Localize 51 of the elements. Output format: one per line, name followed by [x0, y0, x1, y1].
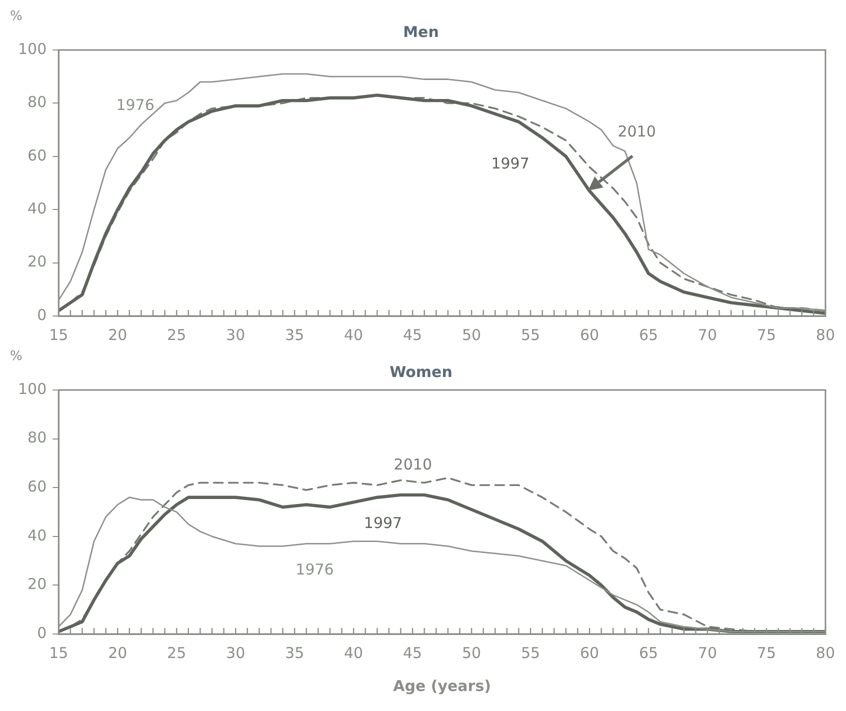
y-axis-title: % [10, 8, 22, 24]
y-tick-label: 60 [28, 477, 47, 496]
x-tick-label: 20 [108, 644, 128, 662]
x-tick-label: 75 [756, 326, 776, 344]
x-tick-label: 45 [403, 644, 422, 662]
x-tick-label: 65 [638, 326, 658, 344]
y-tick-label: 100 [18, 40, 47, 58]
x-tick-label: 70 [698, 326, 718, 344]
y-tick-label: 100 [18, 380, 47, 398]
y-tick-label: 0 [37, 306, 47, 324]
x-tick-label: 45 [403, 326, 422, 344]
y-tick-label: 80 [28, 428, 47, 447]
x-tick-label: 25 [167, 644, 186, 662]
x-tick-label: 55 [520, 644, 540, 662]
chart-title: Men [403, 22, 439, 41]
x-tick-label: 75 [756, 644, 776, 662]
x-tick-label: 60 [580, 326, 600, 344]
x-tick-label: 15 [49, 326, 68, 344]
series-label: 1997 [491, 154, 530, 172]
y-tick-label: 40 [28, 199, 47, 218]
x-tick-label: 80 [816, 644, 836, 662]
chart-title: Women [390, 362, 452, 381]
series-label: 2010 [394, 456, 432, 474]
y-tick-label: 0 [37, 624, 47, 642]
y-tick-label: 40 [28, 526, 47, 544]
x-tick-label: 35 [285, 326, 304, 344]
x-tick-label: 30 [226, 326, 246, 344]
y-tick-label: 60 [28, 146, 47, 164]
x-tick-label: 55 [520, 326, 540, 344]
x-tick-label: 50 [462, 326, 482, 344]
x-tick-label: 70 [698, 644, 718, 662]
x-tick-label: 35 [285, 644, 304, 662]
y-tick-label: 20 [28, 575, 47, 594]
y-axis-title: % [10, 348, 22, 364]
series-label: 1997 [364, 514, 402, 532]
x-tick-label: 40 [344, 326, 364, 344]
x-tick-label: 65 [638, 644, 658, 662]
x-tick-label: 25 [167, 326, 186, 344]
series-label: 1976 [116, 96, 154, 114]
y-tick-label: 20 [28, 252, 47, 271]
text: 2010 [618, 122, 656, 140]
x-tick-label: 80 [816, 326, 836, 344]
y-tick-label: 80 [28, 93, 47, 112]
x-tick-label: 60 [580, 644, 600, 662]
x-tick-label: 20 [108, 326, 128, 344]
x-axis-title: Age (years) [393, 676, 491, 695]
x-tick-label: 40 [344, 644, 364, 662]
x-tick-label: 50 [462, 644, 482, 662]
x-tick-label: 30 [226, 644, 246, 662]
x-tick-label: 15 [49, 644, 68, 662]
series-label: 1976 [296, 560, 334, 578]
